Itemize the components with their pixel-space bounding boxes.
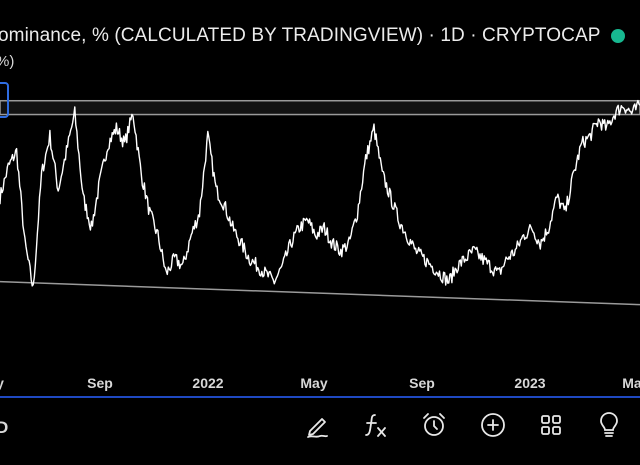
x-tick-label: May (300, 375, 328, 391)
x-tick-label: Sep (87, 375, 113, 391)
grid-icon[interactable] (536, 410, 566, 440)
alarm-icon[interactable] (419, 410, 449, 440)
resistance-zone[interactable] (0, 99, 640, 116)
bottom-toolbar (0, 398, 640, 465)
chart-subtitle: %) (0, 53, 15, 70)
formula-icon[interactable] (361, 410, 391, 440)
toolbar-left-text[interactable]: D (0, 418, 9, 437)
x-tick-label: Sep (409, 375, 435, 391)
lightbulb-icon[interactable] (594, 410, 624, 440)
plus-circle-icon[interactable] (478, 410, 508, 440)
x-tick-label: Ma (622, 375, 640, 391)
x-tick-label: 2022 (192, 375, 224, 391)
chart-title: ominance, % (CALCULATED BY TRADINGVIEW) … (0, 25, 601, 46)
status-dot[interactable] (611, 29, 625, 43)
x-tick-label: 2023 (514, 375, 546, 391)
support-trendline[interactable] (0, 280, 640, 306)
toolbar-divider (0, 396, 640, 398)
price-chart[interactable] (0, 0, 640, 396)
drawing-handle[interactable] (0, 82, 9, 118)
x-tick-label: y (0, 375, 4, 391)
pen-icon[interactable] (302, 410, 332, 440)
dominance-series-line (0, 99, 640, 287)
